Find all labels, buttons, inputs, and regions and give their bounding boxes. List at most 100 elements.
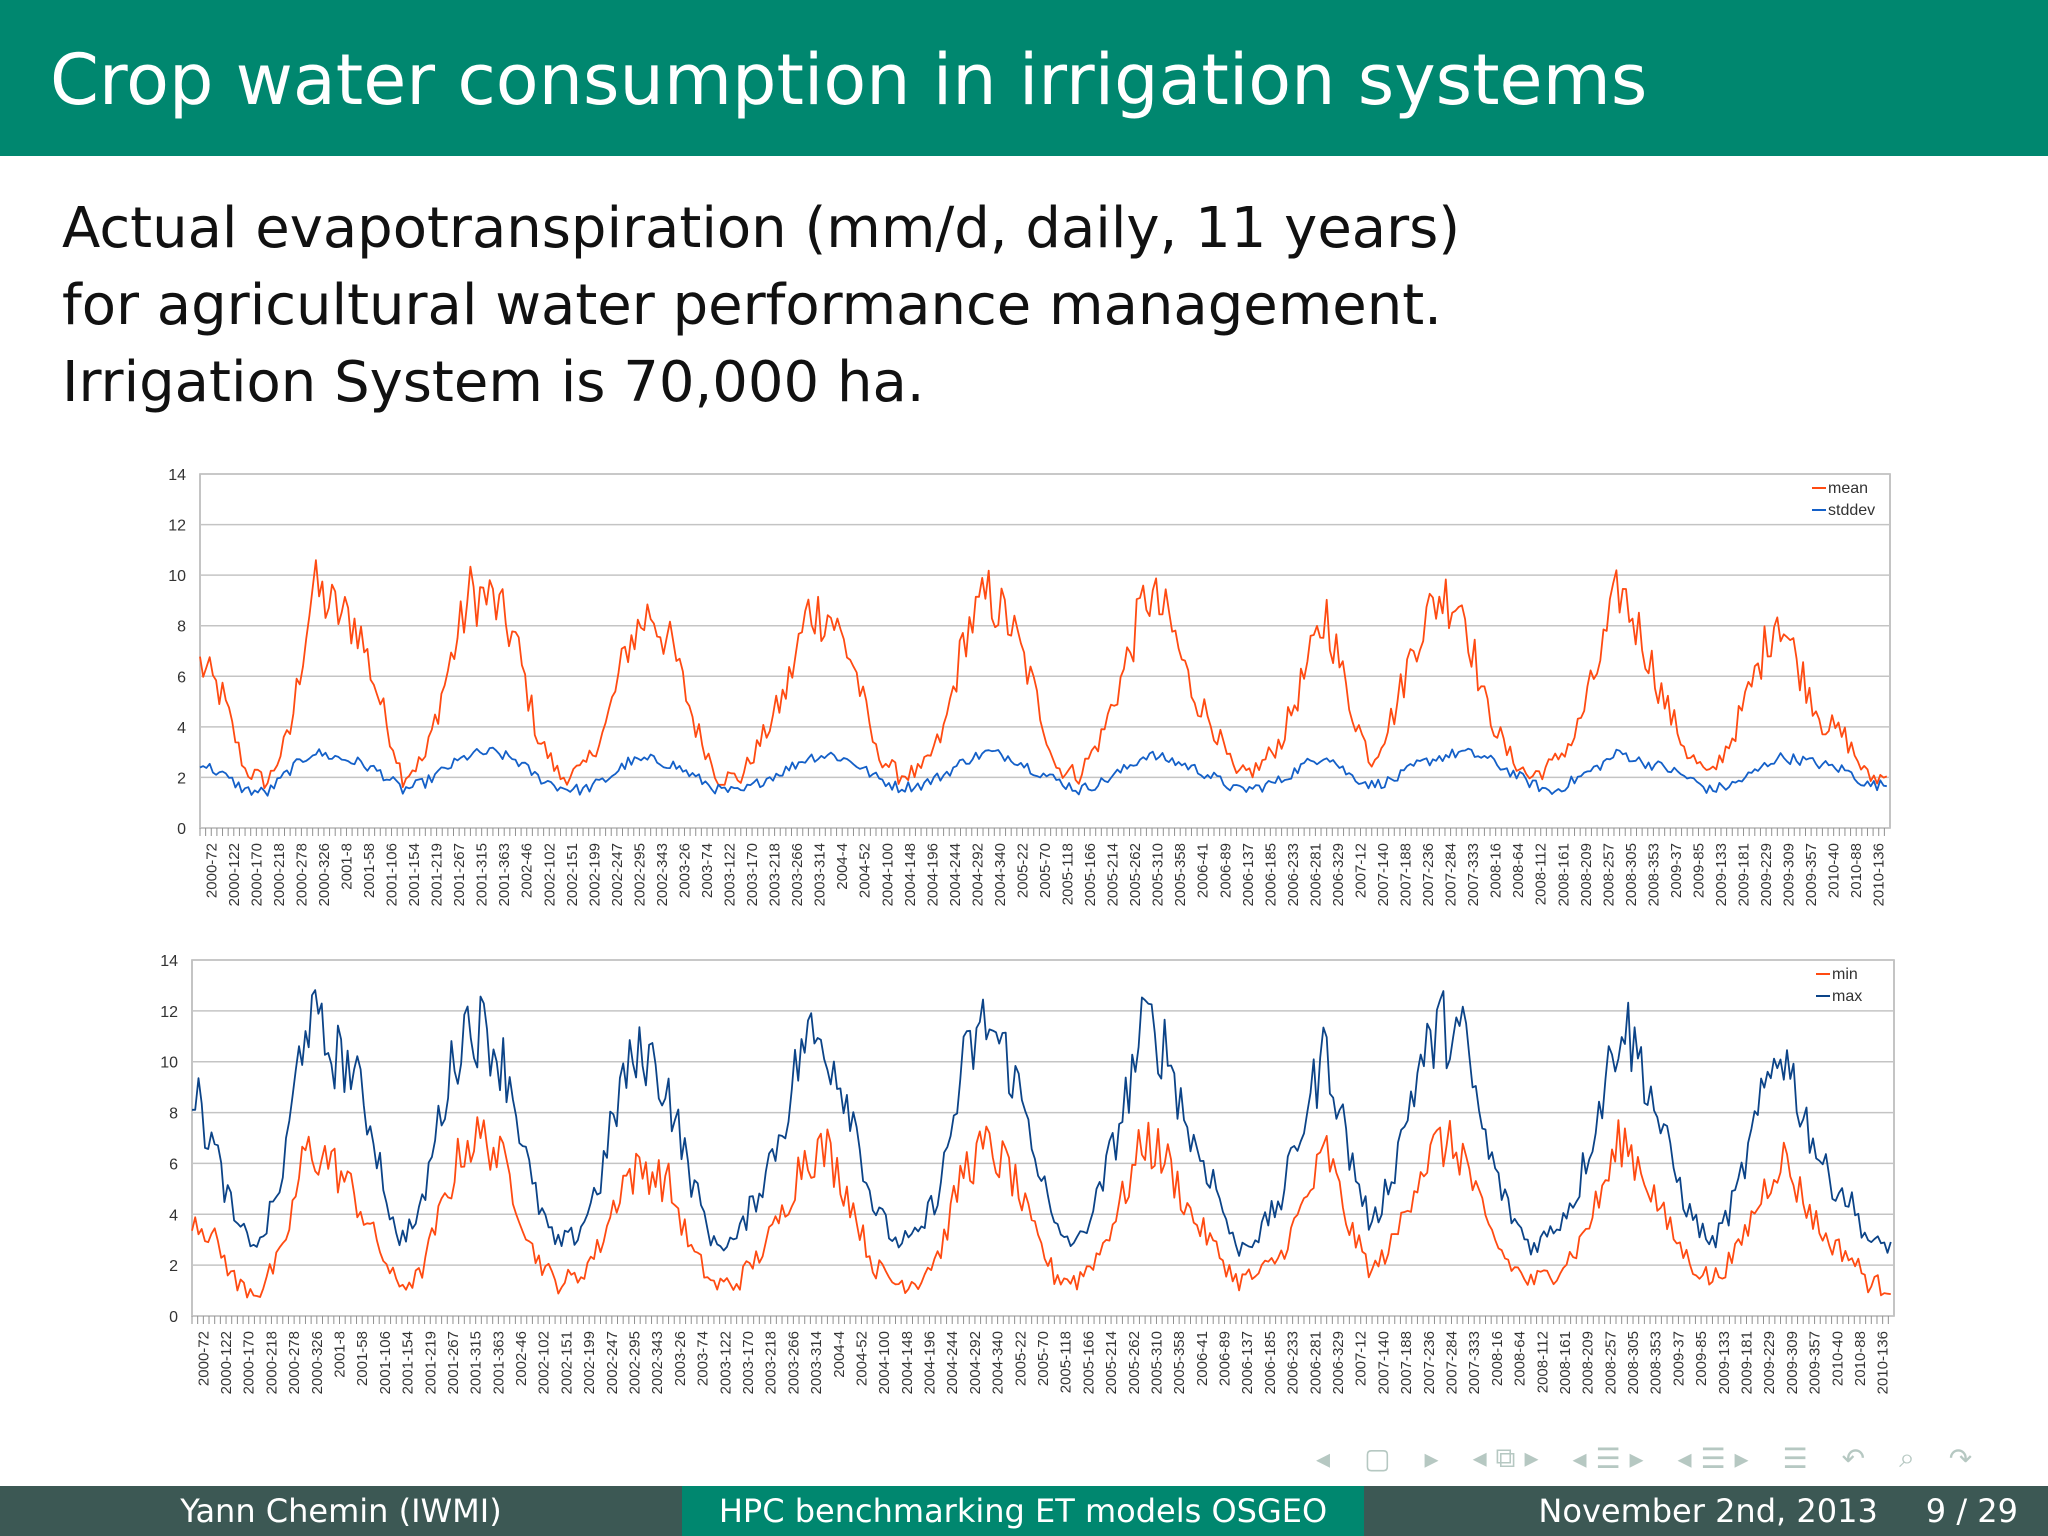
x-tick-label: 2004-196: [924, 843, 941, 906]
x-tick-label: 2008-16: [1488, 843, 1505, 898]
legend-label: stddev: [1828, 502, 1875, 519]
doc-icon[interactable]: ◂ ☰ ▸: [1677, 1441, 1749, 1475]
x-tick-label: 2005-262: [1127, 843, 1144, 906]
x-tick-label: 2010-88: [1848, 843, 1865, 898]
x-tick-label: 2003-170: [744, 843, 761, 906]
x-tick-label: 2003-74: [699, 843, 716, 898]
x-tick-label: 2004-292: [967, 1331, 984, 1394]
x-tick-label: 2007-284: [1443, 1331, 1460, 1394]
x-tick-label: 2009-229: [1761, 1331, 1778, 1394]
x-tick-label: 2009-309: [1784, 1331, 1801, 1394]
x-tick-label: 2001-106: [384, 843, 401, 906]
x-tick-label: 2001-58: [361, 843, 378, 898]
x-tick-label: 2004-4: [831, 1331, 848, 1378]
x-tick-label: 2001-363: [496, 843, 513, 906]
footer-author: Yann Chemin (IWMI): [0, 1486, 682, 1536]
x-tick-label: 2010-136: [1875, 1331, 1892, 1394]
x-tick-label: 2006-281: [1307, 1331, 1324, 1394]
x-tick-label: 2002-46: [513, 1331, 530, 1386]
x-tick-label: 2004-4: [834, 843, 851, 890]
x-tick-label: 2009-181: [1738, 1331, 1755, 1394]
x-tick-label: 2004-100: [876, 1331, 893, 1394]
x-tick-label: 2009-133: [1713, 843, 1730, 906]
x-tick-label: 2009-37: [1670, 1331, 1687, 1386]
y-tick-label: 6: [177, 669, 186, 686]
x-tick-label: 2002-151: [564, 843, 581, 906]
x-tick-label: 2003-314: [808, 1331, 825, 1394]
x-tick-label: 2007-140: [1375, 1331, 1392, 1394]
x-tick-label: 2006-233: [1285, 843, 1302, 906]
x-tick-label: 2003-314: [812, 843, 829, 906]
x-tick-label: 2003-122: [717, 1331, 734, 1394]
x-tick-label: 2006-137: [1239, 1331, 1256, 1394]
plot-area: [199, 473, 1891, 829]
x-tick-label: 2007-188: [1398, 1331, 1415, 1394]
footer-date: November 2nd, 2013: [1538, 1492, 1878, 1530]
x-tick-label: 2004-244: [944, 1331, 961, 1394]
x-tick-label: 2006-41: [1195, 843, 1212, 898]
x-tick-label: 2001-363: [490, 1331, 507, 1394]
x-tick-label: 2001-267: [451, 843, 468, 906]
frame-icon[interactable]: ▢: [1364, 1441, 1391, 1475]
body-line-3: Irrigation System is 70,000 ha.: [62, 350, 925, 415]
x-tick-label: 2002-102: [536, 1331, 553, 1394]
y-tick-label: 12: [160, 1004, 178, 1021]
x-tick-label: 2004-148: [902, 843, 919, 906]
x-tick-label: 2006-41: [1194, 1331, 1211, 1386]
x-tick-label: 2007-188: [1398, 843, 1415, 906]
legend-label: min: [1832, 966, 1858, 983]
x-tick-label: 2008-353: [1645, 843, 1662, 906]
nav-left-icon[interactable]: ◂: [1316, 1441, 1331, 1475]
x-tick-label: 2001-219: [429, 843, 446, 906]
back-icon[interactable]: ↶: [1841, 1441, 1866, 1475]
x-tick-label: 2006-185: [1262, 1331, 1279, 1394]
nav-right-icon[interactable]: ▸: [1424, 1441, 1439, 1475]
x-tick-label: 2004-244: [947, 843, 964, 906]
x-tick-label: 2005-214: [1103, 1331, 1120, 1394]
x-tick-label: 2008-112: [1533, 843, 1550, 905]
y-tick-label: 10: [160, 1055, 178, 1072]
slide-footer: Yann Chemin (IWMI) HPC benchmarking ET m…: [0, 1486, 2048, 1536]
slide-body: Actual evapotranspiration (mm/d, daily, …: [62, 190, 1460, 421]
subsection-icon[interactable]: ◂ ⧉ ▸: [1472, 1441, 1539, 1474]
x-tick-label: 2002-199: [586, 843, 603, 906]
x-tick-label: 2006-185: [1262, 843, 1279, 906]
x-tick-label: 2003-266: [789, 843, 806, 906]
search-icon[interactable]: ⌕: [1899, 1441, 1915, 1474]
x-tick-label: 2000-122: [218, 1331, 235, 1394]
x-tick-label: 2007-333: [1466, 1331, 1483, 1394]
x-tick-label: 2007-236: [1421, 1331, 1438, 1394]
forward-icon[interactable]: ↷: [1948, 1441, 1973, 1475]
x-tick-label: 2010-88: [1852, 1331, 1869, 1386]
x-tick-label: 2003-218: [763, 1331, 780, 1394]
menu-icon[interactable]: ☰: [1782, 1441, 1808, 1475]
x-tick-label: 2001-315: [468, 1331, 485, 1394]
x-tick-label: 2004-52: [857, 843, 874, 898]
series-line-min: [191, 1116, 1891, 1299]
x-tick-label: 2004-340: [992, 843, 1009, 906]
x-tick-label: 2010-40: [1829, 1331, 1846, 1386]
x-tick-label: 2007-140: [1375, 843, 1392, 906]
y-tick-label: 2: [169, 1258, 178, 1275]
x-tick-label: 2008-257: [1602, 1331, 1619, 1394]
x-tick-label: 2007-12: [1352, 843, 1369, 898]
x-tick-label: 2007-333: [1465, 843, 1482, 906]
x-tick-label: 2008-209: [1580, 1331, 1597, 1394]
x-tick-label: 2010-136: [1871, 843, 1888, 906]
x-tick-label: 2008-305: [1625, 1331, 1642, 1394]
x-tick-label: 2007-236: [1420, 843, 1437, 906]
x-tick-label: 2006-329: [1330, 843, 1347, 906]
y-tick-label: 4: [169, 1207, 178, 1224]
x-tick-label: 2009-85: [1693, 1331, 1710, 1386]
section-icon[interactable]: ◂ ☰ ▸: [1572, 1441, 1644, 1475]
x-tick-label: 2008-161: [1555, 843, 1572, 906]
series-line-stddev: [199, 746, 1887, 797]
x-tick-label: 2002-102: [541, 843, 558, 906]
y-tick-label: 0: [177, 821, 186, 838]
x-tick-label: 2005-22: [1012, 1331, 1029, 1386]
y-tick-label: 0: [169, 1309, 178, 1326]
x-tick-label: 2009-309: [1781, 843, 1798, 906]
x-tick-label: 2005-22: [1014, 843, 1031, 898]
x-tick-label: 2003-218: [767, 843, 784, 906]
x-tick-label: 2000-278: [293, 843, 310, 906]
